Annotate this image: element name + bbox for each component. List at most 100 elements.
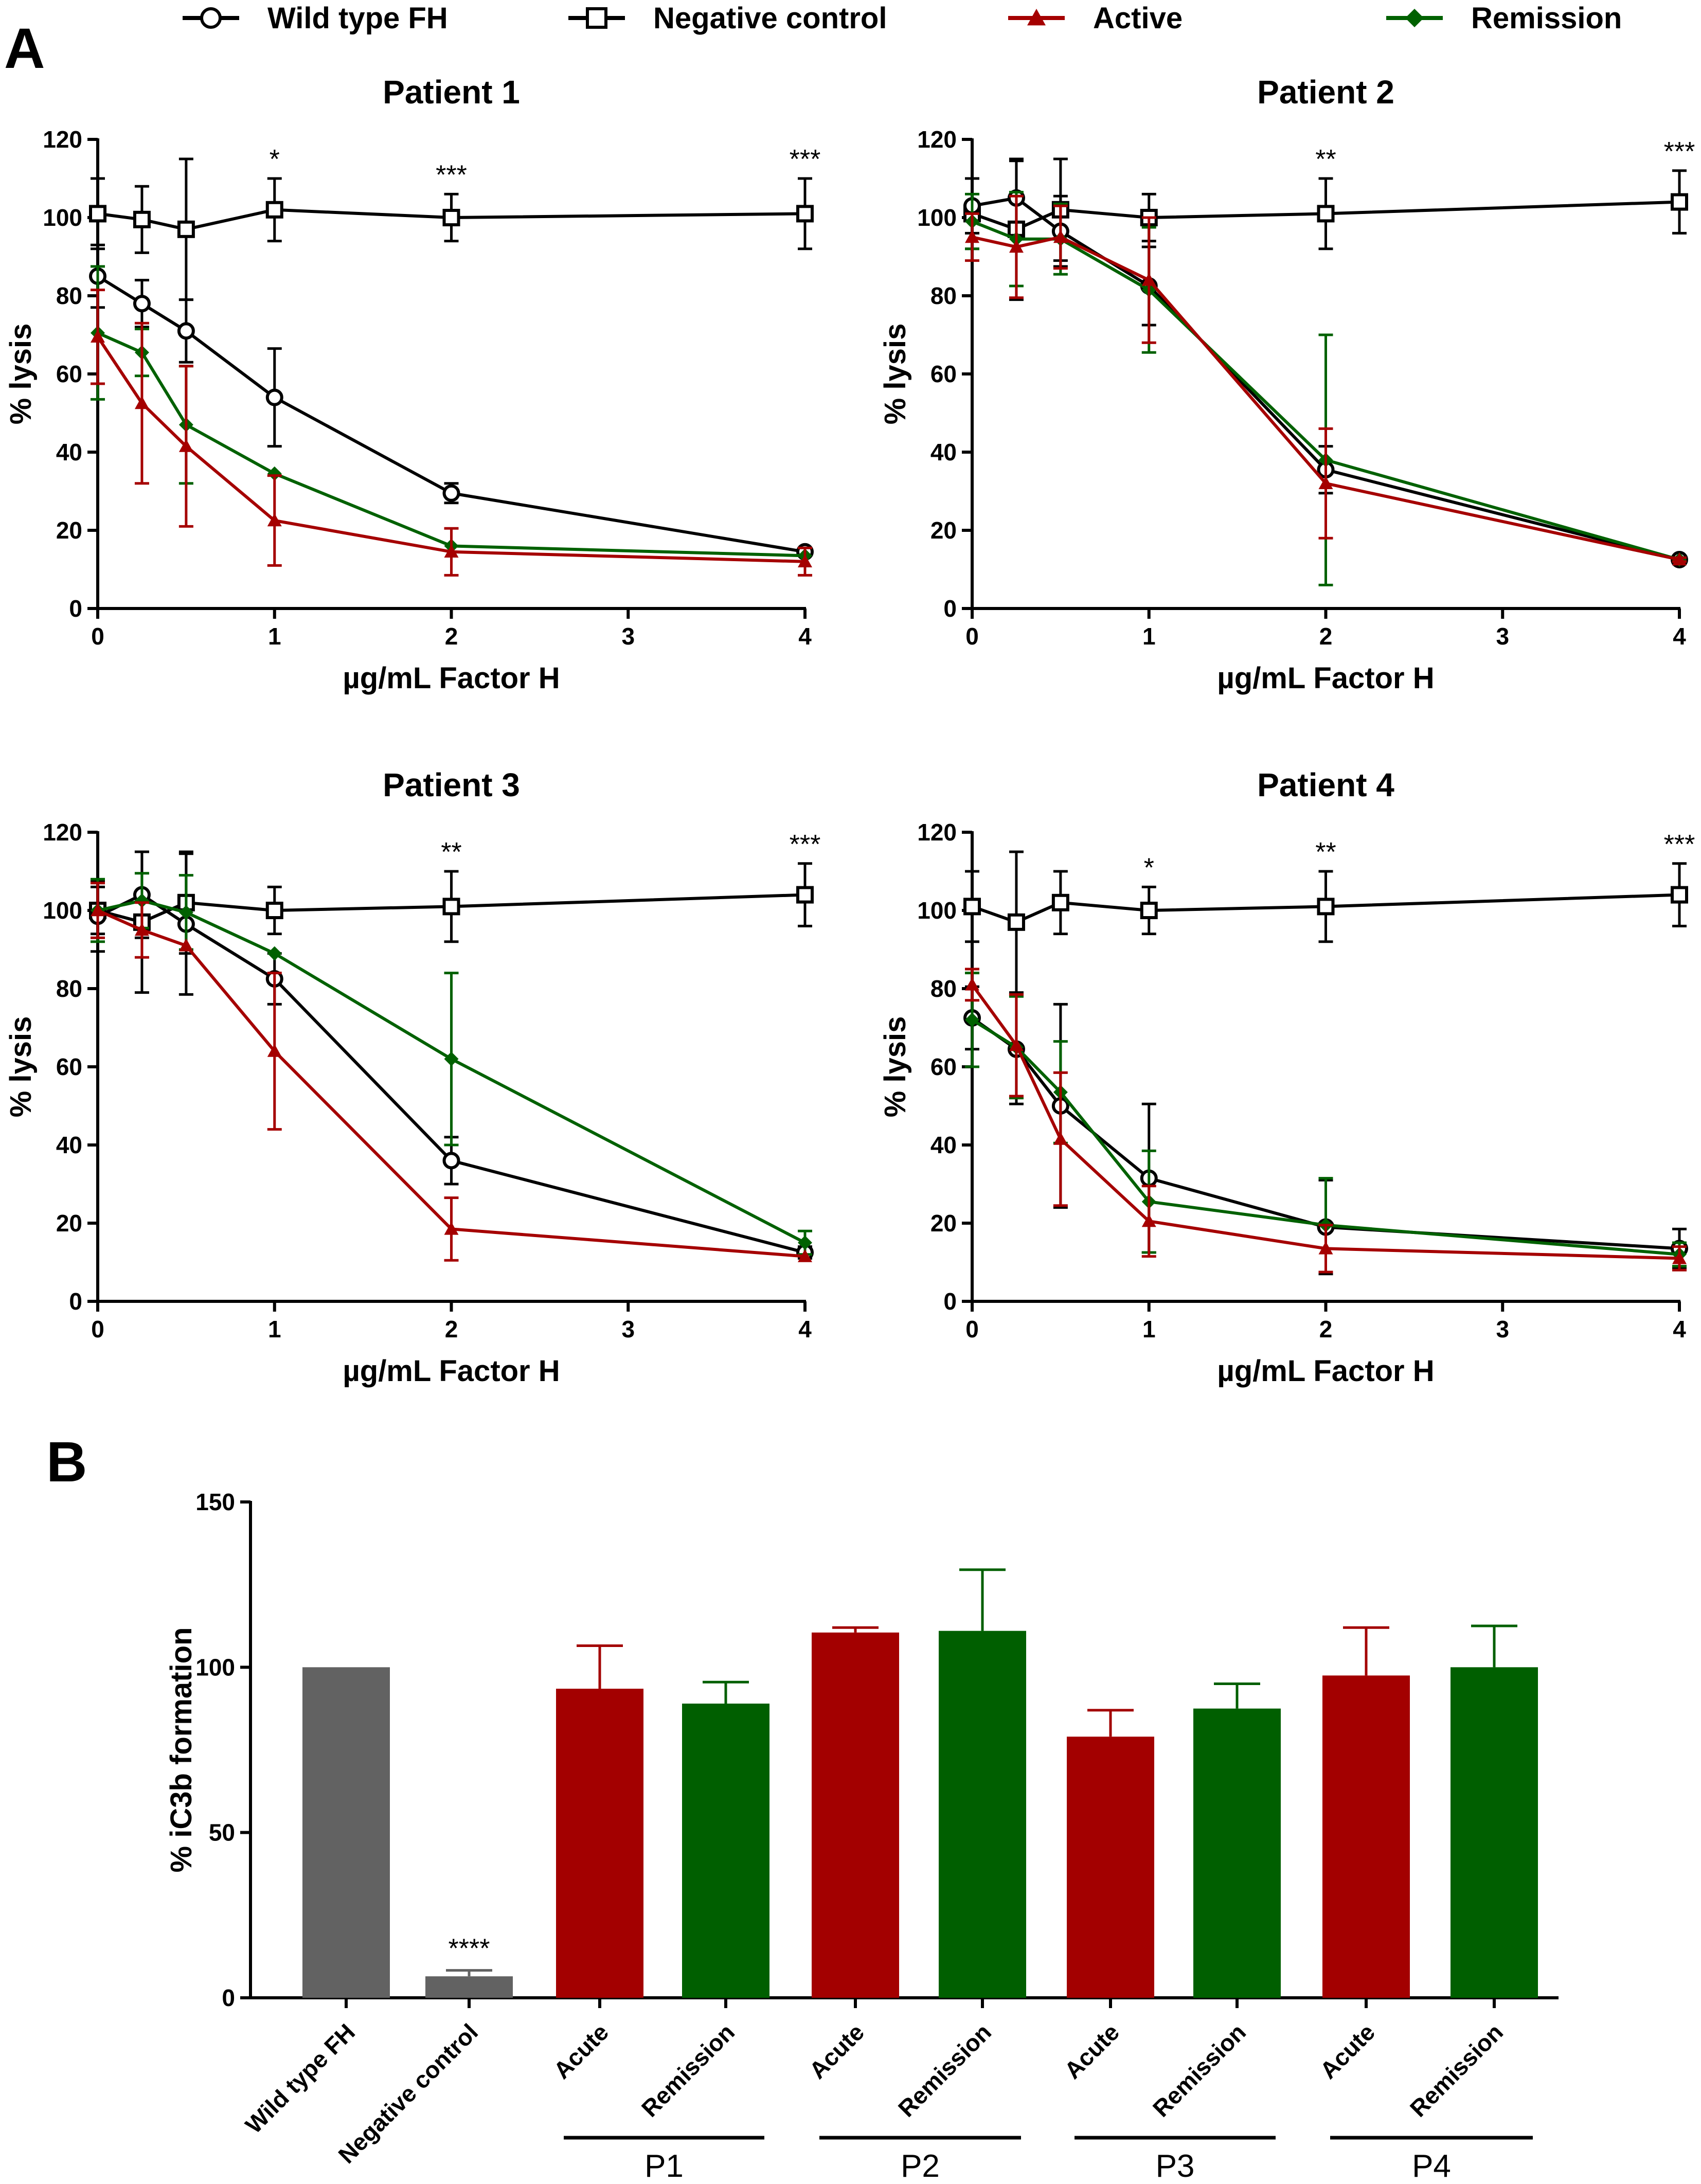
data-point <box>1317 898 1335 916</box>
series-line <box>972 235 1680 561</box>
y-tick-label: 60 <box>930 1053 957 1080</box>
data-point <box>796 205 814 223</box>
x-tick-label: 3 <box>621 623 635 650</box>
y-tick-label: 120 <box>43 819 82 846</box>
data-point <box>178 439 193 452</box>
x-tick-label: 4 <box>1673 623 1686 650</box>
line-panel-4: Patient 4 0 20 40 60 80 100 120 0 1 2 3 4 µg/mL Facto… <box>879 766 1695 1388</box>
data-point <box>963 898 981 916</box>
data-point <box>796 886 814 904</box>
significance-label: *** <box>1664 830 1695 860</box>
bar-category-label: Acute <box>1059 2018 1124 2084</box>
data-point <box>178 905 193 920</box>
x-tick-label: 3 <box>1496 623 1509 650</box>
legend-label-3: Remission <box>1471 2 1622 35</box>
x-tick-label: 0 <box>91 1316 104 1342</box>
data-point <box>267 513 282 527</box>
legend-marker-1 <box>586 7 607 29</box>
bar-category-label: Acute <box>1315 2018 1380 2084</box>
y-tick-label: 20 <box>930 1210 957 1237</box>
data-point <box>442 209 460 226</box>
data-point <box>965 1012 979 1027</box>
y-tick-label: 0 <box>943 595 957 622</box>
x-tick-label: 2 <box>445 1316 458 1342</box>
x-axis-title: µg/mL Factor H <box>1217 661 1434 695</box>
significance-label: *** <box>790 830 821 860</box>
data-point <box>442 484 460 502</box>
legend: Wild type FH Negative control Active Remiss… <box>183 2 1622 35</box>
data-point <box>265 902 283 919</box>
y-tick-label: 80 <box>56 282 82 309</box>
significance-label: **** <box>449 1934 490 1964</box>
x-axis-title: µg/mL Factor H <box>343 661 560 695</box>
series-line <box>971 983 1680 1260</box>
y-tick-label: 40 <box>930 1132 957 1158</box>
data-point <box>177 322 195 340</box>
legend-marker-0 <box>200 7 222 29</box>
group-label: P3 <box>1156 2149 1195 2184</box>
series-line <box>96 336 805 563</box>
data-point <box>177 220 195 238</box>
y-tick-label: 60 <box>56 1053 82 1080</box>
significance-label: * <box>270 145 280 174</box>
data-point <box>134 923 149 936</box>
x-tick-label: 3 <box>621 1316 635 1342</box>
series-line <box>97 331 805 558</box>
y-tick-label: 100 <box>43 897 82 924</box>
y-tick-label: 80 <box>56 975 82 1002</box>
y-tick-label: 120 <box>43 126 82 153</box>
data-point <box>133 210 151 228</box>
series-square <box>963 850 1688 994</box>
data-point <box>265 388 283 406</box>
y-tick-label: 0 <box>69 595 82 622</box>
series-triangle <box>91 882 812 1262</box>
line-panel-1: Patient 1 0 20 40 60 80 100 120 0 1 2 3 4 µg/mL Facto… <box>4 74 820 695</box>
series-triangle <box>91 289 812 577</box>
y-axis-title: % lysis <box>879 324 912 425</box>
series-line <box>97 909 805 1258</box>
data-point <box>1140 902 1158 919</box>
x-tick-label: 0 <box>91 623 104 650</box>
y-tick-label: 120 <box>917 819 957 846</box>
data-point <box>1672 552 1687 566</box>
data-point <box>1009 240 1024 253</box>
significance-label: ** <box>1315 145 1336 174</box>
y-axis-title: % lysis <box>4 324 38 425</box>
bar-category-label: Remission <box>893 2018 996 2122</box>
y-tick-label: 0 <box>69 1288 82 1315</box>
x-tick-label: 1 <box>268 623 281 650</box>
y-tick-label: 40 <box>56 1132 82 1158</box>
y-tick-label: 100 <box>917 897 957 924</box>
series-triangle <box>965 194 1687 566</box>
x-tick-label: 0 <box>965 623 979 650</box>
series-square <box>89 850 814 994</box>
bar <box>939 1631 1026 1998</box>
y-axis-title: % lysis <box>4 1016 38 1118</box>
legend-marker-3 <box>1405 9 1424 27</box>
line-panel-3: Patient 3 0 20 40 60 80 100 120 0 1 2 3 4 µg/mL Facto… <box>4 766 820 1388</box>
legend-label-2: Active <box>1093 2 1183 35</box>
y-tick-label: 80 <box>930 975 957 1002</box>
chart-title: Patient 2 <box>1257 74 1394 111</box>
data-point <box>444 1222 459 1235</box>
significance-label: ** <box>1315 837 1336 867</box>
legend-label-1: Negative control <box>653 2 887 35</box>
data-point <box>1318 1241 1333 1255</box>
significance-label: *** <box>790 145 821 174</box>
series-square <box>89 157 814 301</box>
y-tick-label: 100 <box>917 204 957 231</box>
x-tick-label: 4 <box>1673 1316 1686 1342</box>
data-point <box>91 903 105 917</box>
x-tick-label: 2 <box>1319 1316 1333 1342</box>
bar <box>1193 1708 1281 1998</box>
y-tick-label: 60 <box>930 361 957 387</box>
data-point <box>178 938 193 952</box>
y-tick-label: 100 <box>195 1654 235 1680</box>
bar <box>302 1667 390 1998</box>
x-axis-title: µg/mL Factor H <box>343 1354 560 1388</box>
bar <box>812 1632 899 1998</box>
data-point <box>1051 893 1069 911</box>
y-axis-title: % iC3b formation <box>165 1627 198 1873</box>
data-point <box>1053 230 1068 243</box>
